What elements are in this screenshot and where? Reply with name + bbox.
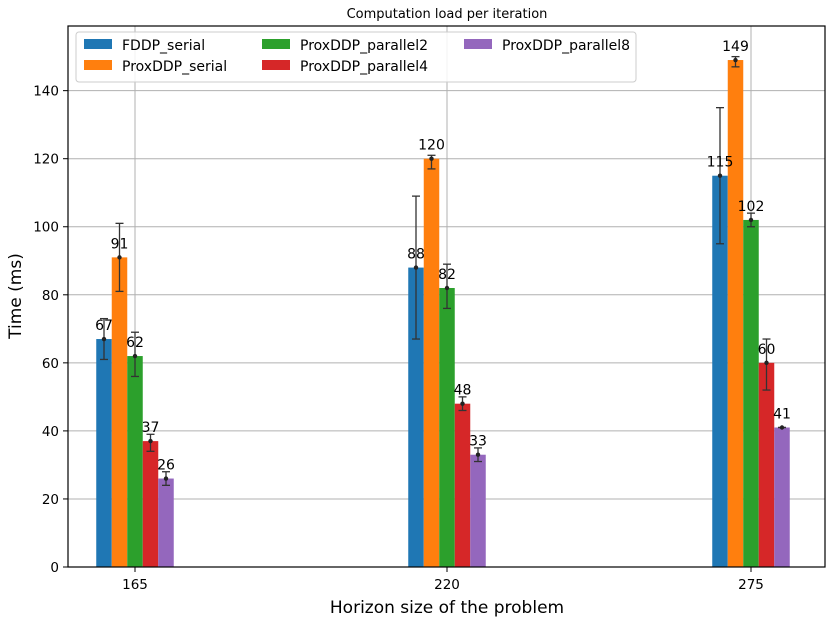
data-label: 33	[469, 434, 487, 450]
data-label: 37	[142, 420, 160, 436]
mean-marker	[733, 57, 738, 63]
bar	[96, 339, 112, 567]
bar	[158, 478, 174, 567]
mean-marker	[413, 265, 419, 270]
legend-label: FDDP_serial	[122, 38, 205, 54]
bar	[439, 287, 455, 567]
legend-label: ProxDDP_parallel4	[300, 59, 428, 75]
error-bars	[100, 55, 786, 486]
bar	[758, 362, 775, 567]
legend-swatch	[84, 39, 112, 49]
mean-marker	[460, 401, 465, 406]
y-tick-label: 20	[42, 492, 59, 508]
legend-swatch	[262, 39, 290, 49]
mean-marker	[101, 336, 107, 342]
data-label: 62	[126, 335, 144, 351]
data-label: 149	[722, 39, 749, 55]
y-tick-label: 100	[33, 220, 59, 236]
bar	[142, 441, 159, 567]
data-label: 26	[157, 458, 175, 474]
chart-title: Computation load per iteration	[347, 7, 548, 22]
data-label: 48	[454, 383, 472, 399]
data-labels: 67 88 115 91 120 149 62 82 102 37 48 60 26 33 41	[95, 39, 791, 474]
bar	[774, 427, 790, 567]
legend-label: ProxDDP_parallel8	[502, 38, 630, 54]
mean-marker	[163, 476, 169, 481]
data-label: 82	[438, 267, 456, 283]
data-label: 60	[758, 342, 776, 358]
y-tick-label: 80	[42, 288, 59, 304]
mean-marker	[429, 156, 434, 161]
data-label: 91	[111, 236, 129, 252]
x-tick-label: 275	[738, 577, 764, 593]
mean-marker	[764, 360, 769, 366]
axis-ticks: 0 20 40 60 80 100 120 140 165 220 275	[33, 84, 764, 593]
legend: FDDP_serial ProxDDP_serial ProxDDP_paralle…	[75, 31, 637, 83]
y-tick-label: 140	[33, 84, 59, 100]
data-label: 67	[95, 318, 113, 334]
y-tick-label: 120	[33, 152, 59, 168]
y-tick-label: 0	[50, 560, 59, 576]
bar	[111, 257, 128, 567]
bar	[743, 219, 759, 567]
data-label: 115	[707, 155, 734, 171]
mean-marker	[444, 285, 450, 291]
mean-marker	[717, 173, 723, 178]
x-tick-label: 165	[122, 577, 148, 593]
x-axis-label: Horizon size of the problem	[330, 598, 564, 618]
legend-swatch	[464, 39, 492, 49]
data-label: 102	[738, 199, 765, 215]
data-label: 120	[418, 138, 445, 154]
bar	[727, 60, 744, 568]
x-tick-label: 220	[434, 577, 460, 593]
bar	[712, 175, 728, 567]
mean-marker	[779, 425, 785, 430]
mean-marker	[132, 353, 138, 359]
bar	[127, 356, 143, 567]
data-label: 41	[773, 406, 791, 422]
mean-marker	[748, 217, 754, 223]
bars	[96, 60, 790, 568]
data-label: 88	[407, 247, 425, 263]
bar	[423, 158, 440, 567]
bar	[470, 454, 486, 567]
legend-label: ProxDDP_serial	[122, 59, 227, 75]
bar	[408, 267, 424, 567]
y-tick-label: 40	[42, 424, 59, 440]
legend-label: ProxDDP_parallel2	[300, 38, 428, 54]
legend-box	[75, 31, 637, 83]
y-tick-label: 60	[42, 356, 59, 372]
bar	[454, 403, 471, 567]
mean-marker	[117, 255, 122, 260]
mean-marker	[475, 452, 481, 457]
y-axis-label: Time (ms)	[6, 253, 26, 340]
mean-marker	[148, 438, 153, 444]
legend-swatch	[84, 60, 112, 70]
legend-swatch	[262, 60, 290, 70]
